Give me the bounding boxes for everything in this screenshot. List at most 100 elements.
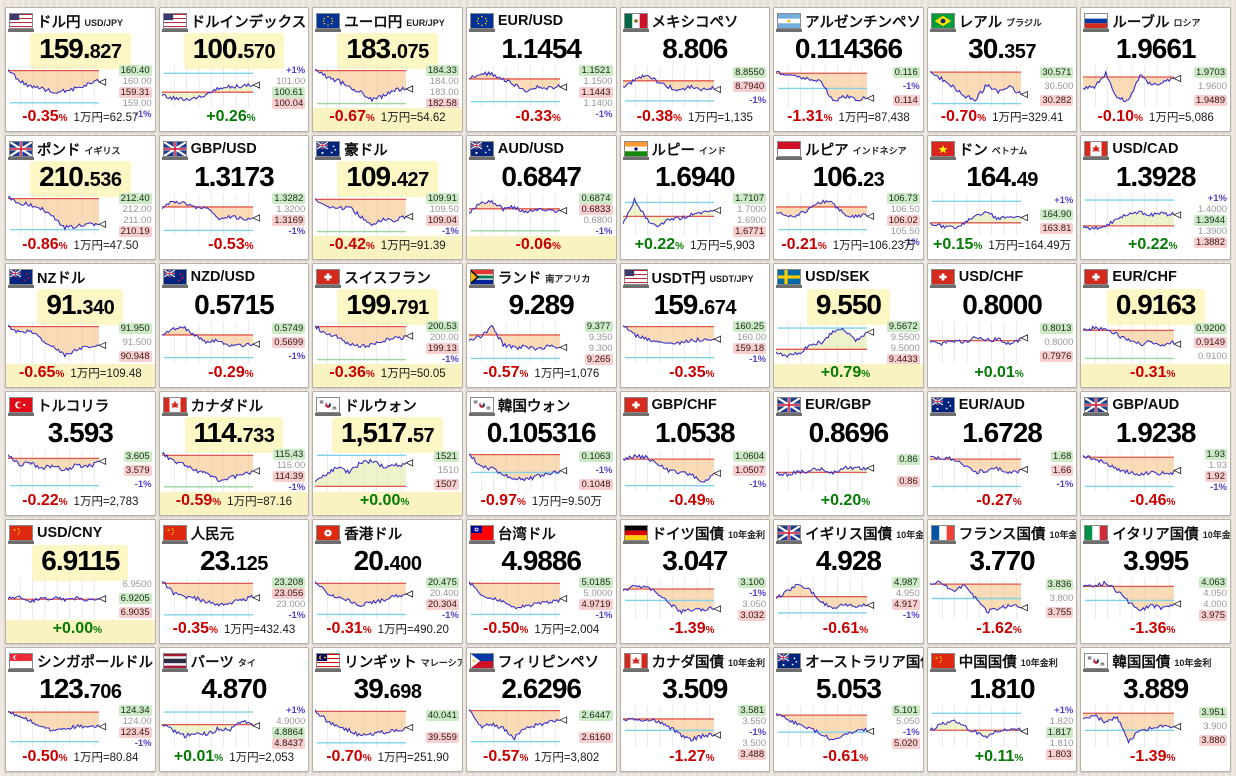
currency-card[interactable]: ドイツ国債 10年金利 3.047 3.100 -1% 3.050 3.032 -1.… — [619, 519, 771, 644]
percent-line-label: -1% — [441, 354, 459, 365]
card-footer: -0.33% — [467, 108, 616, 131]
grid-value-label: 1.3200 — [276, 204, 306, 215]
card-footer: +0.00% — [313, 492, 462, 515]
low-value-label: 3.488 — [738, 749, 767, 760]
axis-labels: 1.1521 1.1500 1.1443 1.1400 -1% — [568, 65, 615, 120]
currency-card[interactable]: ドン ベトナム 164.49 +1% 164.90 163.81 +0.15% 1万… — [926, 135, 1078, 260]
card-footer: +0.11% — [928, 748, 1077, 771]
currency-card[interactable]: ドルインデックス 100.570 +1% 101.00 100.61 100.04 +… — [158, 7, 310, 132]
sparkline-chart: 184.33 184.00 183.00 182.58 — [315, 65, 461, 109]
currency-card[interactable]: USD/SEK 9.550 9.5672 9.5500 9.5000 9.4433 +… — [773, 263, 924, 388]
plot-area — [161, 705, 261, 748]
currency-card[interactable]: トルコリラ 3.593 3.605 3.579 -1% -0.22% 1万円=2,7… — [5, 391, 156, 516]
percent-line-label: -1% — [595, 226, 613, 237]
currency-card[interactable]: ユーロ円 EUR/JPY 183.075 184.33 184.00 183.00 1… — [312, 7, 463, 132]
pair-name: ユーロ円 — [344, 14, 403, 31]
sparkline-chart: 1521 1510 1507 — [315, 449, 461, 492]
currency-card[interactable]: フィリピンペソ 2.6296 2.6447 2.6160 -0.57% 1万円=3… — [465, 647, 617, 772]
current-price: 3.593 — [47, 417, 114, 448]
currency-card[interactable]: GBP/USD 1.3173 1.3282 1.3200 1.3169 -1% -0.… — [158, 135, 310, 260]
currency-card[interactable]: ルーブル ロシア 1.9661 1.9703 1.9600 1.9489 -0.10… — [1080, 7, 1231, 132]
currency-card[interactable]: 台湾ドル 4.9886 5.0185 5.0000 4.9719 -1% -0.50%… — [465, 519, 617, 644]
currency-card[interactable]: リンギット マレーシア 39.698 40.041 39.559 -0.70% 1… — [312, 647, 463, 772]
axis-labels: 1.0604 1.0507 -1% — [721, 449, 768, 492]
currency-card[interactable]: 人民元 23.125 23.208 23.056 23.000 -1% -0.35% … — [158, 519, 310, 644]
currency-card[interactable]: 豪ドル 109.427 109.91 109.50 109.04 -1% -0.42%… — [312, 135, 463, 260]
price-row: 1.3928 — [1081, 161, 1230, 192]
plot-area — [929, 321, 1029, 364]
currency-card[interactable]: 韓国国債 10年金利 3.889 3.951 3.900 3.880 -1.39% — [1080, 647, 1231, 772]
currency-card[interactable]: オーストラリア国債 10年金利 5.053 5.1015.050-1%5.020… — [773, 647, 924, 772]
currency-card[interactable]: EUR/AUD 1.6728 1.68 1.66 -1% -0.27% — [926, 391, 1078, 516]
currency-card[interactable]: USD/CHF 0.8000 0.8013 0.8000 0.7976 +0.01% — [926, 263, 1078, 388]
currency-card[interactable]: ルピア インドネシア 106.23 106.73 106.50 106.02 105.… — [773, 135, 924, 260]
percent-line-label: -1% — [134, 738, 152, 749]
conversion-rate: 1万円=1,135 — [688, 112, 753, 124]
currency-card[interactable]: フランス国債 10年金利 3.770 3.836 3.800 3.755 -1.62… — [926, 519, 1078, 644]
sparkline-chart: 4.063 4.050 4.000 3.975 — [1083, 577, 1229, 621]
sparkline-chart: 5.101 5.050 -1% 5.020 — [776, 705, 922, 749]
currency-card[interactable]: EUR/USD 1.1454 1.1521 1.1500 1.1443 1.1400-… — [465, 7, 617, 132]
currency-card[interactable]: GBP/AUD 1.9238 1.93 1.93 1.92 -1% -0.46% — [1080, 391, 1231, 516]
currency-card[interactable]: スイスフラン 199.791 200.53 200.00 199.13 -1% -0.… — [312, 263, 463, 388]
low-value-label: 0.6833 — [579, 204, 613, 215]
currency-card[interactable]: 中国国債 10年金利 1.810 +1% 1.820 1.817 1.810 1.803… — [926, 647, 1078, 772]
grid-value-label: 211.00 — [123, 215, 152, 226]
plot-area — [8, 449, 107, 492]
change-percent: -0.61% — [822, 748, 869, 765]
currency-card[interactable]: イタリア国債 10年金利 3.995 4.0634.0504.0003.975 … — [1080, 519, 1231, 644]
currency-card[interactable]: レアル ブラジル 30.357 30.571 30.500 30.282 -0.70… — [926, 7, 1078, 132]
flag-eu-icon — [468, 13, 495, 32]
sparkline-chart: 1.9703 1.9600 1.9489 — [1083, 65, 1229, 108]
pair-name: 韓国ウォン — [497, 398, 571, 415]
card-footer: +0.01% 1万円=2,053 — [160, 748, 309, 771]
currency-card[interactable]: ルピー インド 1.6940 1.7107 1.7000 1.6900 1.6771 … — [619, 135, 771, 260]
conversion-rate: 1万円=62.57 — [73, 112, 139, 124]
pair-name: EUR/GBP — [805, 397, 872, 413]
current-price: 164.49 — [966, 161, 1038, 192]
flag-cn-icon — [161, 525, 188, 544]
plot-area — [622, 321, 722, 364]
currency-card[interactable]: EUR/CHF 0.9163 0.9200 0.9149 0.9100 -0.31% — [1080, 263, 1231, 388]
card-header: ルーブル ロシア — [1081, 8, 1230, 32]
low-value-label: 4.9719 — [579, 599, 613, 610]
currency-card[interactable]: GBP/CHF 1.0538 1.0604 1.0507 -1% -0.49% — [619, 391, 771, 516]
currency-card[interactable]: カナダドル 114.733 115.43 115.00 114.39 -1% -0.5… — [158, 391, 310, 516]
currency-card[interactable]: ドルウォン 1,517.57 1521 1510 1507 +0.00% — [312, 391, 463, 516]
flag-ru-icon — [1083, 13, 1110, 32]
flag-in-icon — [622, 141, 649, 160]
currency-card[interactable]: 香港ドル 20.400 20.475 20.400 20.304 -1% -0.31%… — [312, 519, 463, 644]
currency-card[interactable]: USD/CNY 6.9115 6.9500 6.9205 6.9035 +0.00% — [5, 519, 156, 644]
currency-card[interactable]: アルゼンチンペソ 0.114366 0.116 -1% 0.114 -1.31% 1… — [773, 7, 924, 132]
percent-line-label: -1% — [288, 226, 306, 237]
low-value-label: 109.04 — [425, 215, 459, 226]
percent-line-label: +1% — [1207, 193, 1227, 204]
price-row: 9.289 — [467, 289, 616, 320]
axis-labels: 3.581 3.550 -1% 3.500 3.488 — [721, 705, 768, 760]
flag-tr-icon — [8, 397, 34, 416]
price-row: 20.400 — [313, 545, 462, 576]
currency-card[interactable]: ドル円 USD/JPY 159.827 160.40 160.00 159.31 15… — [5, 7, 156, 132]
currency-card[interactable]: USD/CAD 1.3928 +1% 1.4000 1.3944 1.3900 1.38… — [1080, 135, 1231, 260]
currency-card[interactable]: バーツ タイ 4.870 +1% 4.9000 4.8864 4.8437 +0.01… — [158, 647, 310, 772]
currency-card[interactable]: NZD/USD 0.5715 0.5749 0.5699 -1% -0.29% — [158, 263, 310, 388]
currency-card[interactable]: EUR/GBP 0.8696 0.86 0.86 +0.20% — [773, 391, 924, 516]
sparkline-chart: 3.836 3.800 3.755 — [929, 577, 1076, 620]
currency-card[interactable]: ポンド イギリス 210.536 212.40 212.00 211.00 210.1… — [5, 135, 156, 260]
price-row: 114.733 — [160, 417, 309, 453]
high-value-label: 4.987 — [891, 577, 920, 588]
currency-card[interactable]: メキシコペソ 8.806 8.8550 8.7940 -1% -0.38% 1万円=… — [619, 7, 771, 132]
currency-card[interactable]: USDT円 USDT/JPY 159.674 160.25 160.00 159.1… — [619, 263, 771, 388]
currency-card[interactable]: NZドル 91.340 91.950 91.500 90.948 -0.65% 1万… — [5, 263, 156, 388]
currency-card[interactable]: カナダ国債 10年金利 3.509 3.581 3.550 -1% 3.500 3.48… — [619, 647, 771, 772]
currency-card[interactable]: ランド 南アフリカ 9.289 9.377 9.350 9.300 9.265 -0.… — [465, 263, 617, 388]
pair-subtitle: USD/JPY — [84, 17, 124, 28]
current-price: 210.536 — [30, 161, 131, 197]
currency-card[interactable]: 韓国ウォン 0.105316 0.1063 -1% 0.1048 -0.97% 1万… — [465, 391, 617, 516]
currency-card[interactable]: AUD/USD 0.6847 0.6874 0.6833 0.6800 -1% -0.… — [465, 135, 617, 260]
plot-area — [622, 449, 722, 492]
axis-labels: 23.208 23.056 23.000 -1% — [260, 577, 307, 621]
currency-card[interactable]: シンガポールドル 123.706 124.34 124.00 123.45 -1% -… — [5, 647, 156, 772]
high-value-label: 200.53 — [425, 321, 459, 332]
